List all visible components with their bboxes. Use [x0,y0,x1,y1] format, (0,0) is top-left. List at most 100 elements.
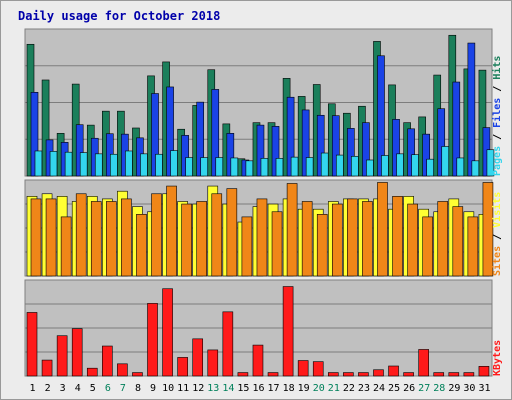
x-tick-label-day-11: 11 [177,383,189,394]
bar-kbytes-day-10 [162,288,173,377]
bar-kbytes-day-9 [147,303,158,377]
bar-kbytes-day-29 [448,372,460,377]
x-tick-label-day-3: 3 [60,383,66,394]
bar-pages-day-24 [381,155,389,177]
x-tick-label-day-27: 27 [418,383,430,394]
bar-files-day-28 [437,108,446,177]
legend-kbytes: KBytes [492,340,503,376]
bar-sites-day-14 [226,188,238,277]
bar-sites-day-1 [30,198,42,277]
x-tick-label-day-1: 1 [30,383,36,394]
bar-files-day-26 [407,128,415,177]
bar-sites-day-17 [271,211,283,277]
bar-files-day-30 [467,42,476,177]
x-tick-label-day-29: 29 [448,383,460,394]
bar-pages-day-7 [125,150,133,177]
bar-sites-day-3 [60,216,72,277]
bar-sites-day-13 [211,193,223,277]
bar-sites-day-29 [452,206,464,277]
x-tick-label-day-13: 13 [207,383,219,394]
x-tick-label-day-15: 15 [237,383,249,394]
bar-pages-day-4 [79,152,88,177]
bar-sites-day-19 [301,201,313,277]
bar-kbytes-day-23 [358,372,369,377]
bar-kbytes-day-4 [71,328,83,377]
bar-sites-day-25 [392,196,403,277]
bar-pages-day-19 [305,157,314,177]
bar-pages-day-25 [396,153,404,177]
bar-files-day-9 [151,93,159,177]
legend-item-visits: Visits [491,192,503,228]
bar-pages-day-17 [275,158,284,177]
bar-sites-day-11 [181,203,192,277]
x-tick-label-day-4: 4 [75,383,81,394]
bar-pages-day-21 [335,154,344,177]
x-tick-label-day-23: 23 [358,383,370,394]
bar-pages-day-2 [49,151,58,177]
x-tick-label-day-14: 14 [222,383,234,394]
bar-files-day-10 [166,86,174,177]
bar-kbytes-day-15 [237,372,249,377]
bar-kbytes-day-20 [312,361,324,377]
bar-kbytes-day-5 [86,367,98,377]
bar-files-day-18 [286,96,295,177]
bar-pages-day-15 [245,160,254,177]
x-tick-label-day-5: 5 [90,383,96,394]
bar-pages-day-27 [426,158,434,177]
legend-hits-files-pages: Pages / Files / Hits [491,56,503,176]
bar-files-day-12 [196,101,205,177]
bar-files-day-27 [422,133,430,177]
bar-sites-day-2 [45,198,57,277]
x-tick-label-day-28: 28 [433,383,445,394]
bar-sites-day-31 [482,182,494,277]
bar-sites-day-22 [347,198,358,277]
bar-pages-day-6 [110,153,118,177]
bar-sites-day-26 [407,203,418,277]
bar-files-day-22 [347,128,355,177]
x-tick-label-day-30: 30 [463,383,475,394]
bar-pages-day-28 [441,146,450,177]
bar-files-day-20 [316,114,325,177]
bar-sites-day-7 [121,198,132,277]
bar-kbytes-day-30 [463,372,475,377]
bar-kbytes-day-27 [418,349,429,377]
bar-kbytes-day-18 [282,286,294,377]
x-tick-label-day-12: 12 [192,383,204,394]
legend-item-sites: Sites [491,246,503,276]
bar-pages-day-16 [260,158,269,177]
bar-sites-day-23 [362,201,373,277]
bar-sites-day-21 [331,203,343,277]
bar-pages-day-9 [155,153,163,177]
bar-files-day-29 [452,81,461,177]
bar-pages-day-18 [290,156,299,177]
bar-pages-day-20 [320,152,329,177]
x-tick-label-day-31: 31 [478,383,490,394]
bar-files-day-17 [271,126,280,177]
bar-files-day-16 [256,124,265,177]
legend-item-files: Files [491,98,503,128]
legend-item-hits: Hits [491,56,503,80]
x-tick-label-day-6: 6 [105,383,111,394]
bar-pages-day-10 [170,150,178,177]
bar-kbytes-day-6 [102,345,113,377]
bar-sites-day-24 [377,182,388,277]
bar-kbytes-day-19 [297,360,309,377]
bar-pages-day-31 [486,149,495,177]
x-tick-label-day-22: 22 [343,383,355,394]
chart-title: Daily usage for October 2018 [18,9,220,23]
bar-sites-day-12 [196,201,208,277]
x-tick-label-day-19: 19 [298,383,310,394]
bar-kbytes-day-1 [26,312,38,377]
x-tick-label-day-21: 21 [328,383,340,394]
bar-pages-day-1 [34,150,43,177]
bar-pages-day-14 [230,157,239,177]
legend-item-pages: Pages [492,146,503,176]
x-tick-label-day-16: 16 [252,383,264,394]
bar-pages-day-3 [64,151,73,177]
bar-kbytes-day-16 [252,344,264,377]
bar-files-day-21 [331,115,340,177]
x-tick-label-day-8: 8 [135,383,141,394]
bar-pages-day-22 [351,156,359,177]
legend-separator: / [492,128,503,146]
